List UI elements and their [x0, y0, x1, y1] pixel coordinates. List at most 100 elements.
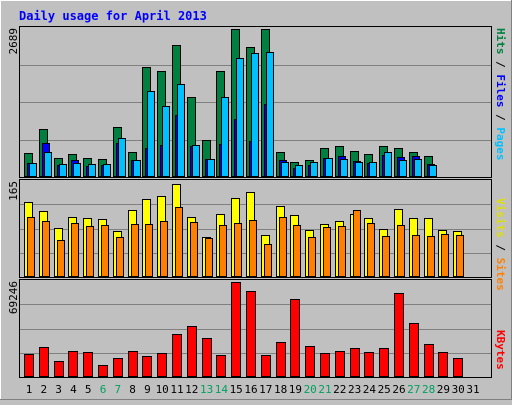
bar-pages — [251, 53, 259, 177]
bar-kbytes — [364, 352, 374, 377]
bar-kbytes — [350, 348, 360, 377]
bar-kbytes — [68, 351, 78, 377]
x-tick-label: 3 — [55, 383, 62, 396]
bar-kbytes — [438, 352, 448, 377]
x-tick-label: 12 — [185, 383, 198, 396]
bar-pages — [162, 106, 170, 177]
bars-layer — [24, 29, 464, 377]
bar-pages — [266, 52, 274, 177]
x-tick-label: 20 — [304, 383, 317, 396]
x-tick-label: 15 — [230, 383, 243, 396]
bar-sites — [160, 221, 168, 277]
panel-kbytes-max-label: 69246 — [7, 281, 20, 314]
x-tick-label: 27 — [407, 383, 420, 396]
x-axis-labels: 1 2 3 4 5 6 7 8 9 10 11 12 13 14 15 16 17 18 19 20 21 22 23 24 2… — [26, 383, 480, 396]
bar-pages — [29, 163, 37, 177]
bar-kbytes — [113, 358, 123, 377]
x-tick-label: 19 — [289, 383, 302, 396]
bar-pages — [325, 158, 333, 177]
bar-kbytes — [202, 338, 212, 377]
x-tick-label: 4 — [70, 383, 77, 396]
x-tick-label: 30 — [452, 383, 465, 396]
bar-pages — [73, 163, 81, 177]
bar-sites — [42, 221, 50, 277]
x-tick-label: 17 — [259, 383, 272, 396]
chart-title: Daily usage for April 2013 — [19, 9, 207, 23]
bar-kbytes — [394, 293, 404, 377]
bar-pages — [295, 165, 303, 177]
bar-pages — [59, 164, 67, 177]
bar-kbytes — [231, 282, 241, 377]
x-tick-label: 22 — [333, 383, 346, 396]
bar-kbytes — [276, 342, 286, 377]
bar-pages — [369, 162, 377, 177]
bar-kbytes — [39, 347, 49, 377]
bar-sites — [308, 237, 316, 277]
bar-sites — [175, 207, 183, 277]
x-tick-label: 16 — [244, 383, 257, 396]
panel-visits-max-label: 165 — [7, 181, 20, 201]
bar-sites — [397, 225, 405, 277]
bar-pages — [177, 84, 185, 177]
bar-sites — [86, 226, 94, 277]
x-tick-label: 2 — [40, 383, 47, 396]
bar-kbytes — [261, 355, 271, 377]
bar-sites — [57, 240, 65, 277]
x-tick-label: 28 — [422, 383, 435, 396]
bar-pages — [310, 162, 318, 177]
x-tick-label: 11 — [170, 383, 183, 396]
bar-pages — [118, 138, 126, 177]
x-tick-label: 14 — [215, 383, 229, 396]
bar-sites — [249, 220, 257, 277]
legend-sep: / — [494, 55, 507, 75]
bar-sites — [27, 217, 35, 277]
x-tick-label: 24 — [363, 383, 377, 396]
x-tick-label: 25 — [378, 383, 391, 396]
legend-visits-label: Visits — [494, 198, 507, 238]
bar-kbytes — [24, 354, 34, 377]
x-tick-label: 31 — [466, 383, 479, 396]
x-tick-label: 29 — [437, 383, 450, 396]
bar-sites — [205, 238, 213, 277]
bar-pages — [384, 152, 392, 177]
x-tick-label: 7 — [114, 383, 121, 396]
bar-kbytes — [305, 346, 315, 377]
bar-pages — [147, 91, 155, 177]
bar-sites — [264, 244, 272, 277]
legend-sep: / — [494, 238, 507, 258]
bar-pages — [429, 165, 437, 177]
bar-sites — [145, 224, 153, 277]
x-tick-label: 6 — [100, 383, 107, 396]
bar-sites — [456, 235, 464, 277]
bar-sites — [234, 223, 242, 277]
bar-kbytes — [424, 344, 434, 377]
bar-sites — [116, 237, 124, 277]
x-tick-label: 8 — [129, 383, 136, 396]
bar-sites — [279, 217, 287, 277]
bar-kbytes — [83, 352, 93, 377]
bar-kbytes — [128, 351, 138, 377]
x-tick-label: 9 — [144, 383, 151, 396]
bar-pages — [221, 97, 229, 177]
bar-pages — [236, 58, 244, 177]
bar-sites — [293, 225, 301, 277]
legend-files-label: Files — [494, 74, 507, 107]
bar-kbytes — [54, 361, 64, 377]
legend-hits-label: Hits — [494, 28, 507, 55]
bar-kbytes — [320, 353, 330, 377]
bar-sites — [412, 235, 420, 277]
bar-kbytes — [453, 358, 463, 377]
legend-sep: / — [494, 108, 507, 128]
x-tick-label: 1 — [26, 383, 33, 396]
bar-kbytes — [157, 353, 167, 377]
bar-pages — [281, 162, 289, 177]
bar-pages — [340, 159, 348, 177]
bar-pages — [88, 164, 96, 177]
bar-kbytes — [290, 299, 300, 377]
legend-visits-panel: Visits / Sites — [494, 198, 507, 291]
bar-sites — [219, 225, 227, 277]
bar-kbytes — [142, 356, 152, 377]
legend-hits-panel: Hits / Files / Pages — [494, 28, 507, 161]
